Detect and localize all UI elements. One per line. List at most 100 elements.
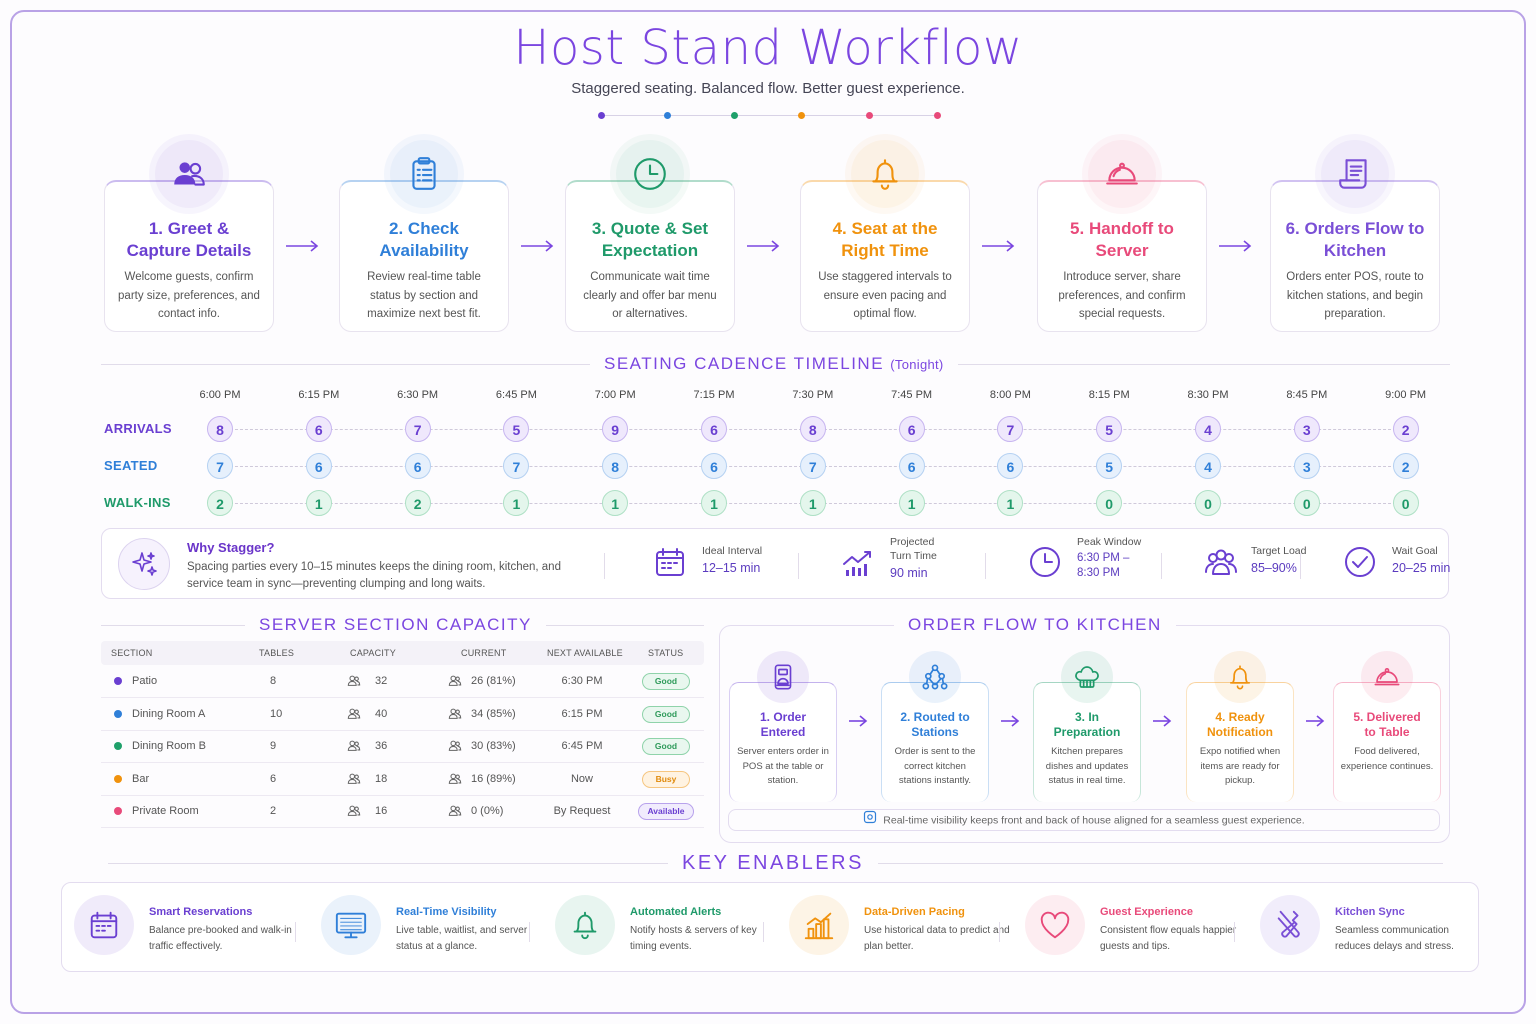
order-step-title: 4. Ready Notification (1207, 710, 1273, 739)
workflow-step-description: Review real-time table status by section… (367, 271, 481, 320)
table-row: Dining Room A 10 40 34 (85%) 6:15 PM Good (101, 698, 704, 731)
why-title: Why Stagger? (187, 540, 275, 555)
section-name: Private Room (132, 805, 199, 817)
page-title: Host Stand Workflow (513, 20, 1023, 76)
order-step-description: Server enters order in POS at the table … (737, 746, 829, 786)
timeline-count: 4 (1195, 453, 1221, 479)
guests-icon (347, 772, 361, 791)
clock-icon (616, 140, 684, 208)
bell-icon (555, 895, 615, 955)
column-header: TABLES (259, 648, 295, 658)
column-header: NEXT AVAILABLE (547, 648, 623, 658)
enabler-divider (529, 922, 530, 942)
flow-arrow-icon (1151, 714, 1173, 728)
order-step-title: 1. Order Entered (759, 710, 807, 739)
table-count: 10 (270, 707, 283, 720)
order-step-card: 4. Ready Notification Expo notified when i… (1186, 651, 1294, 802)
group-icon (1203, 544, 1239, 585)
section-name: Patio (132, 675, 158, 687)
guests-icon (347, 739, 361, 758)
enabler-title: Data-Driven Pacing (864, 906, 965, 918)
guests-icon (155, 140, 223, 208)
timeline-count: 1 (799, 490, 826, 516)
order-step-card: 5. Delivered to Table Food delivered, expe… (1333, 651, 1441, 802)
enabler-divider (999, 922, 1000, 942)
timeline-time-label: 8:00 PM (989, 389, 1031, 401)
order-step-card: 2. Routed to Stations Order is sent to the… (881, 651, 989, 802)
workflow-step-title: 5. Handoff to Server (1070, 219, 1174, 260)
workflow-step-description: Orders enter POS, route to kitchen stati… (1286, 271, 1424, 320)
timeline-count: 6 (898, 453, 925, 479)
timeline-count: 6 (404, 453, 431, 479)
monitor-icon (321, 895, 381, 955)
page-subtitle: Staggered seating. Balanced flow. Better… (571, 80, 965, 97)
enablers-heading: KEY ENABLERS (668, 852, 878, 875)
capacity-value: 32 (375, 675, 388, 687)
enabler-title: Smart Reservations (149, 906, 253, 918)
order-step-description: Expo notified when items are ready for p… (1199, 746, 1281, 786)
enabler-description: Notify hosts & servers of key timing eve… (630, 925, 757, 952)
enabler-title: Kitchen Sync (1335, 906, 1405, 918)
metric-value: 6:30 PM –8:30 PM (1077, 552, 1130, 579)
workflow-step-description: Use staggered intervals to ensure even p… (818, 271, 952, 320)
status-badge: Busy (642, 770, 690, 788)
section-color-dot (114, 807, 122, 815)
current-occupancy: 34 (85%) (471, 707, 516, 720)
timeline-count: 7 (404, 416, 431, 442)
calendar-icon (74, 895, 134, 955)
flow-arrow-icon (1304, 714, 1326, 728)
enabler-description: Consistent flow equals happier guests an… (1100, 925, 1237, 952)
network-icon (909, 651, 961, 703)
metric-value: 12–15 min (702, 561, 761, 575)
column-header: SECTION (111, 648, 153, 658)
workflow-step-title: 1. Greet & Capture Details (126, 219, 252, 260)
current-occupancy: 30 (83%) (471, 740, 516, 752)
enabler-description: Balance pre-booked and walk-in traffic e… (149, 925, 292, 952)
why-stagger-panel: Why Stagger? Spacing parties every 10–15… (101, 528, 1450, 599)
workflow-step-card: 3. Quote & Set Expectation Communicate wai… (565, 140, 735, 332)
timeline-heading: SEATING CADENCE TIMELINE (Tonight) (590, 354, 958, 374)
workflow-step-card: 2. Check Availability Review real-time tab… (339, 140, 509, 332)
metric-label: Peak Window (1077, 536, 1142, 548)
guests-icon (347, 707, 361, 726)
flow-arrow-icon (284, 239, 320, 255)
guests-icon (347, 674, 361, 693)
timeline-time-label: 9:00 PM (1385, 389, 1427, 401)
metric-value: 90 min (890, 566, 928, 580)
table-count: 9 (270, 740, 277, 752)
section-name: Dining Room A (132, 707, 206, 720)
next-available: Now (570, 772, 593, 785)
timeline-count: 5 (503, 416, 530, 442)
visibility-icon (863, 810, 877, 831)
timeline-count: 1 (602, 490, 629, 516)
order-step-description: Kitchen prepares dishes and updates stat… (1045, 746, 1129, 786)
guests-icon (448, 739, 462, 758)
workflow-step-title: 6. Orders Flow to Kitchen (1285, 219, 1425, 260)
current-occupancy: 26 (81%) (471, 675, 516, 687)
timeline-count: 0 (1293, 490, 1320, 516)
timeline-count: 6 (305, 416, 332, 442)
timeline-time-label: 8:30 PM (1187, 389, 1229, 401)
table-count: 2 (270, 805, 277, 817)
enablers-panel (61, 882, 1479, 972)
timeline-row-label: SEATED (104, 458, 158, 473)
timeline-count: 1 (305, 490, 332, 516)
workflow-step-description: Introduce server, share preferences, and… (1058, 271, 1186, 320)
workflow-step-card: 6. Orders Flow to Kitchen Orders enter POS… (1270, 140, 1440, 332)
table-row: Bar 6 18 16 (89%) Now Busy (101, 763, 704, 796)
metric-label: Ideal Interval (702, 545, 763, 557)
calendar-icon (652, 544, 688, 585)
timeline-time-label: 7:30 PM (792, 389, 834, 401)
timeline-count: 1 (997, 490, 1024, 516)
order-step-description: Order is sent to the correct kitchen sta… (894, 746, 976, 786)
timeline-row-label: ARRIVALS (104, 421, 172, 436)
guests-icon (347, 804, 361, 823)
timeline-time-label: 8:45 PM (1286, 389, 1328, 401)
capacity-value: 18 (375, 772, 388, 785)
capacity-table: SECTION TABLES CAPACITY CURRENT NEXT AVAILAB… (101, 641, 704, 829)
enabler-description: Live table, waitlist, and server status … (396, 925, 528, 952)
workflow-step-title: 3. Quote & Set Expectation (591, 219, 709, 260)
current-occupancy: 16 (89%) (471, 772, 516, 785)
timeline-time-label: 7:00 PM (594, 389, 636, 401)
timeline-count: 2 (1392, 453, 1419, 479)
